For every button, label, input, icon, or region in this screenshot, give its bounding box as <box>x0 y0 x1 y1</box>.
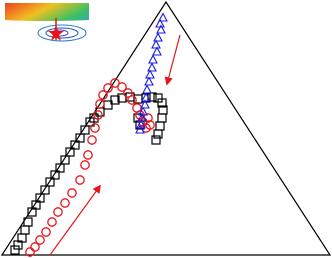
square-marker <box>151 135 161 145</box>
square-marker <box>23 217 33 227</box>
triangle-marker <box>142 84 152 94</box>
inset-image <box>5 3 89 47</box>
square-marker <box>153 129 163 139</box>
square-marker <box>45 177 55 187</box>
circle-marker <box>117 82 127 92</box>
circle-marker <box>47 217 57 227</box>
triangle-marker <box>153 32 163 42</box>
triangle-marker <box>137 112 147 122</box>
circle-marker <box>87 135 97 145</box>
square-marker <box>10 245 20 255</box>
triangle-marker <box>135 124 145 134</box>
triangle-marker <box>152 46 162 56</box>
circle-marker <box>53 207 63 217</box>
triangle-marker <box>145 69 155 79</box>
triangle-marker <box>156 24 166 34</box>
circle-marker <box>145 120 155 130</box>
arrow <box>49 184 101 256</box>
circle-marker <box>25 247 35 257</box>
circle-marker <box>98 90 108 100</box>
circle-marker <box>75 175 85 185</box>
circle-marker <box>41 227 51 237</box>
square-marker <box>55 163 65 173</box>
square-marker <box>65 147 75 157</box>
circle-marker <box>93 110 103 120</box>
triangle-marker <box>141 92 151 102</box>
square-marker <box>70 140 80 150</box>
triangle-marker <box>144 76 154 86</box>
square-marker <box>155 121 165 131</box>
circle-marker <box>60 198 70 208</box>
circle-marker <box>67 188 77 198</box>
triangle-marker <box>147 62 157 72</box>
square-marker <box>157 98 167 108</box>
circle-marker <box>30 242 40 252</box>
markers <box>10 12 168 257</box>
square-marker <box>20 225 30 235</box>
circle-marker <box>103 83 113 93</box>
circle-marker <box>110 78 120 88</box>
circle-marker <box>80 160 90 170</box>
square-marker <box>60 155 70 165</box>
square-marker <box>50 170 60 180</box>
square-marker <box>35 193 45 203</box>
square-marker <box>110 95 120 105</box>
circle-marker <box>83 150 93 160</box>
circle-marker <box>90 123 100 133</box>
triangle-marker <box>140 99 150 109</box>
square-marker <box>80 125 90 135</box>
circle-marker <box>95 99 105 109</box>
circle-marker <box>35 235 45 245</box>
arrow <box>164 34 181 86</box>
circle-marker <box>127 95 137 105</box>
square-marker <box>40 185 50 195</box>
square-marker <box>75 133 85 143</box>
circle-marker <box>123 88 133 98</box>
triangle-marker <box>158 12 168 22</box>
triangle-marker <box>151 39 161 49</box>
triangle-marker <box>148 54 158 64</box>
square-marker <box>157 113 167 123</box>
